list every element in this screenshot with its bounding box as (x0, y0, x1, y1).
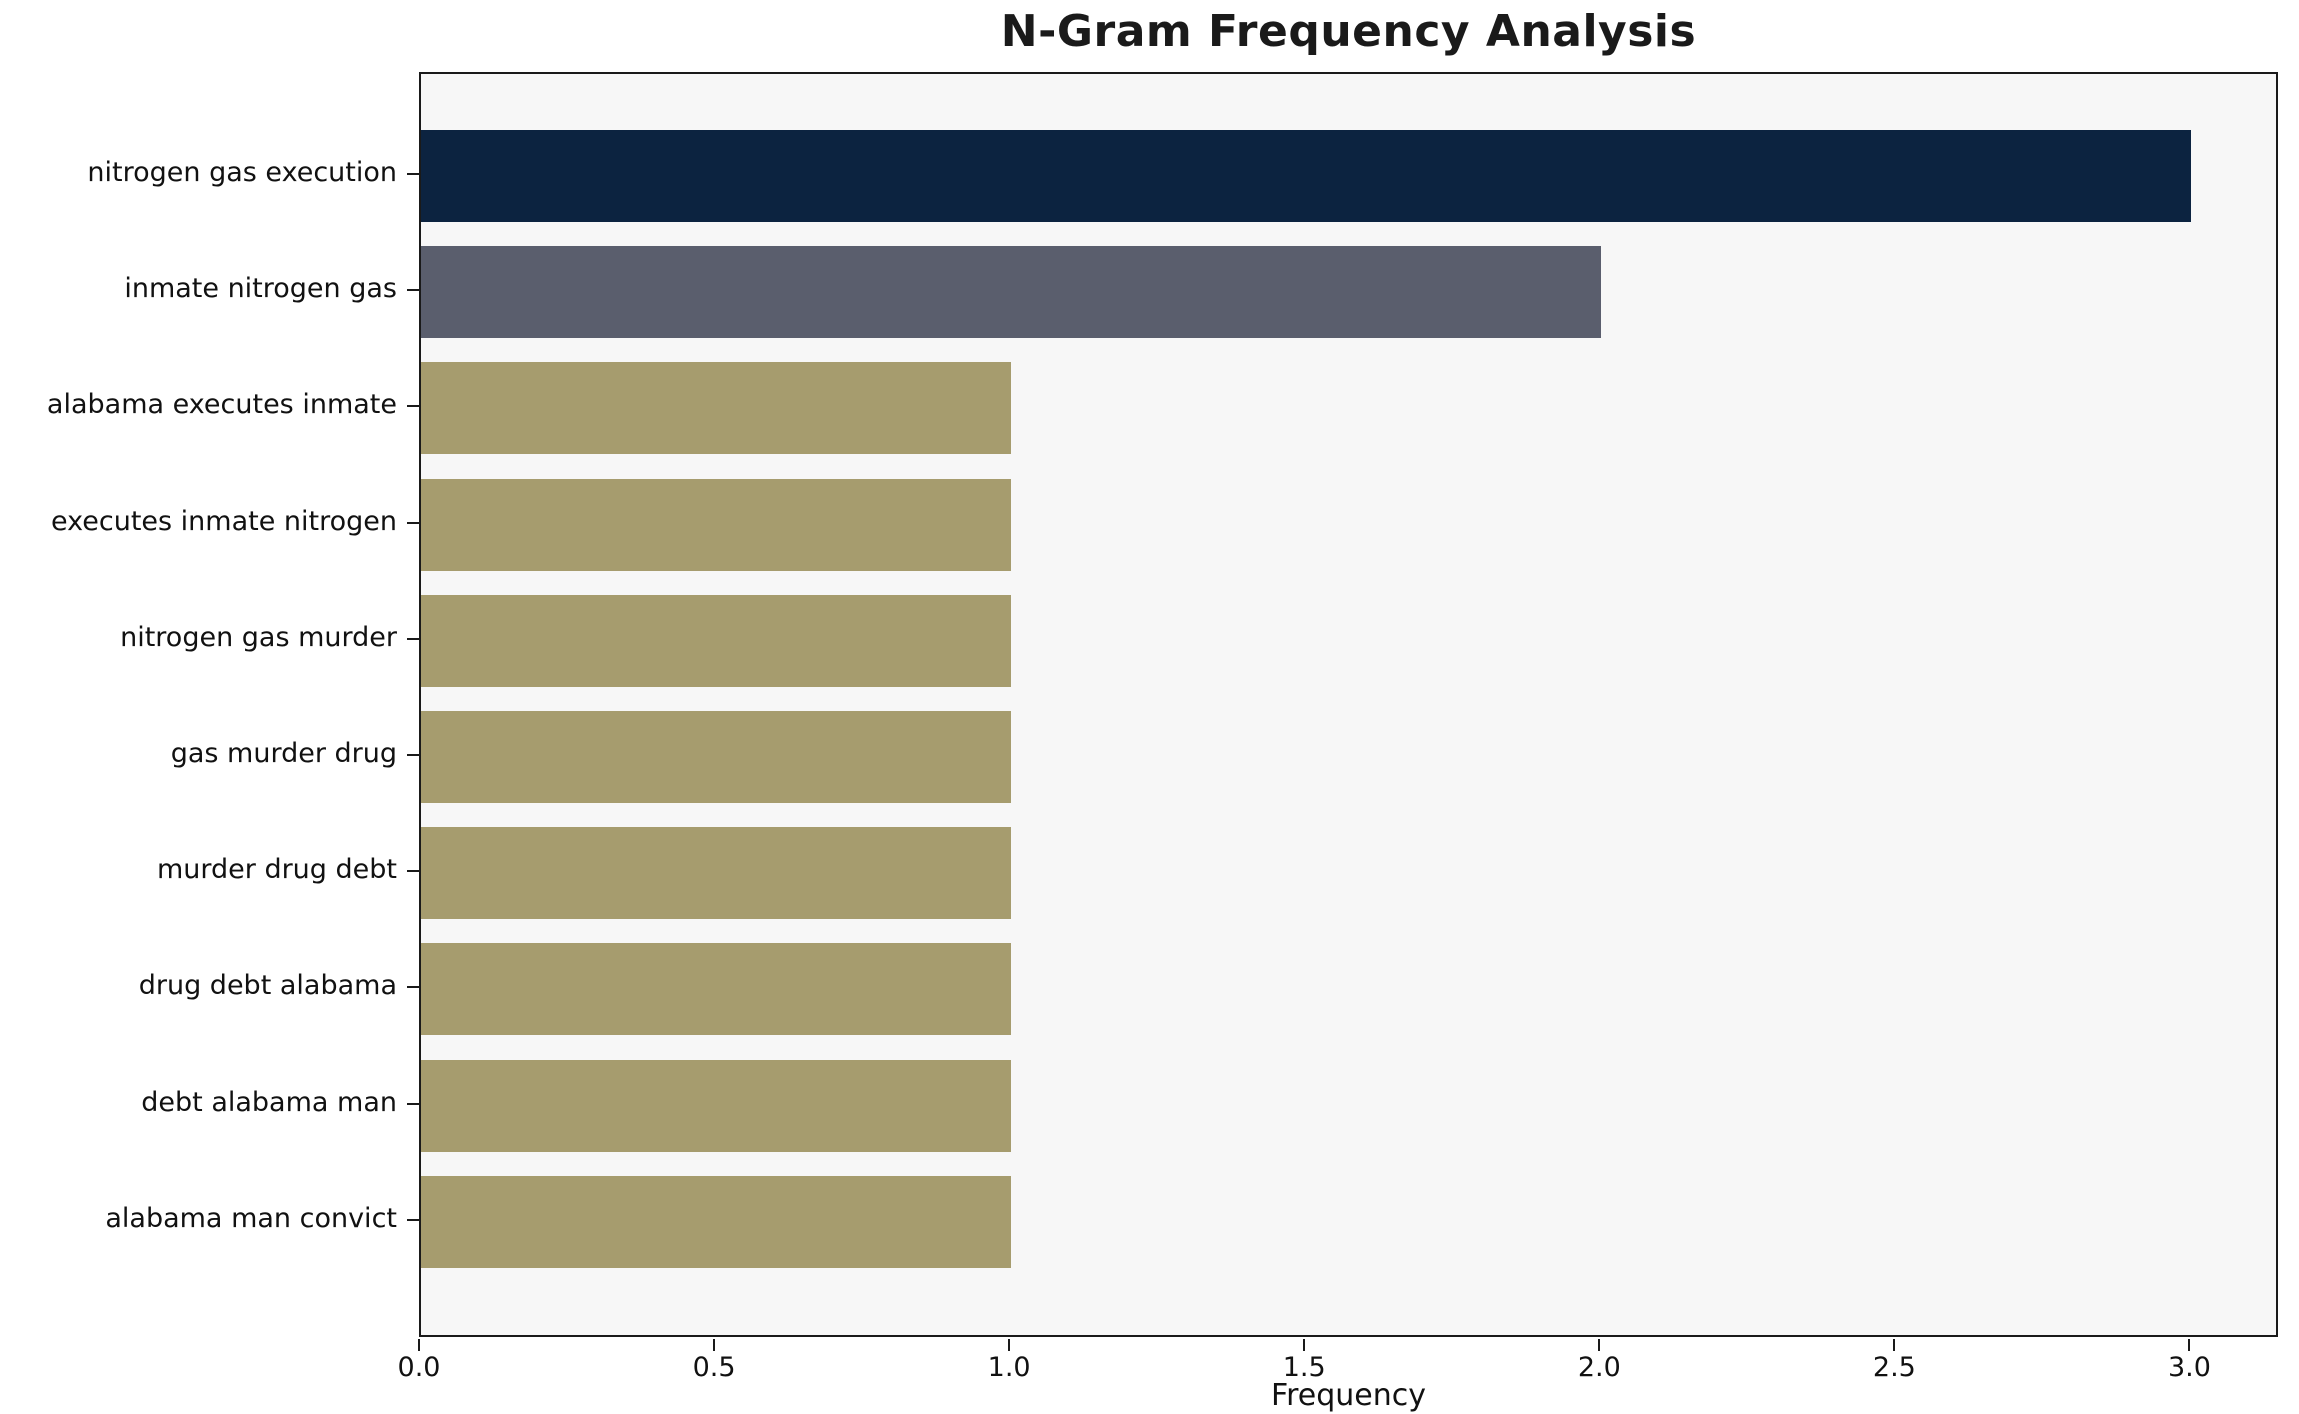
y-tick-label: drug debt alabama (138, 970, 397, 1002)
y-tick-label: murder drug debt (156, 854, 397, 886)
y-tick-label: alabama executes inmate (46, 389, 397, 421)
y-tick-label: executes inmate nitrogen (50, 505, 397, 537)
y-tick-mark (407, 1102, 419, 1105)
bar (421, 827, 1012, 920)
x-tick-mark (1893, 1339, 1896, 1351)
plot-area (419, 72, 2278, 1337)
bar (421, 1175, 1012, 1268)
bar (421, 594, 1012, 687)
bar (421, 362, 1012, 455)
y-tick-mark (407, 173, 419, 175)
y-tick-mark (407, 1218, 419, 1221)
x-tick-mark (418, 1339, 420, 1351)
x-tick-mark (2188, 1339, 2191, 1351)
x-tick-label: 2.0 (1577, 1352, 1621, 1383)
y-tick-label: debt alabama man (141, 1086, 397, 1118)
bar (421, 711, 1012, 803)
bar (421, 943, 1012, 1036)
y-tick-label: nitrogen gas execution (87, 157, 397, 188)
x-tick-label: 3.0 (2167, 1352, 2211, 1383)
y-tick-mark (407, 289, 419, 292)
x-tick-label: 0.0 (397, 1352, 441, 1383)
y-tick-label: gas murder drug (170, 738, 397, 769)
x-tick-label: 1.0 (987, 1352, 1031, 1383)
x-tick-mark (1598, 1339, 1601, 1351)
bar (421, 478, 1012, 571)
x-tick-mark (1008, 1339, 1011, 1351)
y-tick-label: alabama man convict (105, 1202, 397, 1234)
x-axis-label: Frequency (1271, 1378, 1426, 1413)
x-tick-label: 2.5 (1872, 1352, 1916, 1383)
y-tick-mark (407, 521, 419, 524)
bar (421, 246, 1602, 339)
y-tick-mark (407, 870, 419, 873)
y-tick-mark (407, 405, 419, 408)
bar (421, 130, 2192, 222)
x-tick-label: 0.5 (692, 1352, 736, 1383)
chart-title: N-Gram Frequency Analysis (1000, 6, 1697, 57)
y-tick-mark (407, 754, 419, 756)
y-tick-mark (407, 986, 419, 989)
x-tick-mark (1303, 1339, 1306, 1351)
y-tick-mark (407, 637, 419, 640)
y-tick-label: inmate nitrogen gas (124, 273, 397, 305)
y-tick-label: nitrogen gas murder (120, 621, 397, 653)
x-tick-mark (713, 1339, 716, 1351)
bar (421, 1059, 1012, 1152)
x-tick-label: 1.5 (1282, 1352, 1326, 1383)
